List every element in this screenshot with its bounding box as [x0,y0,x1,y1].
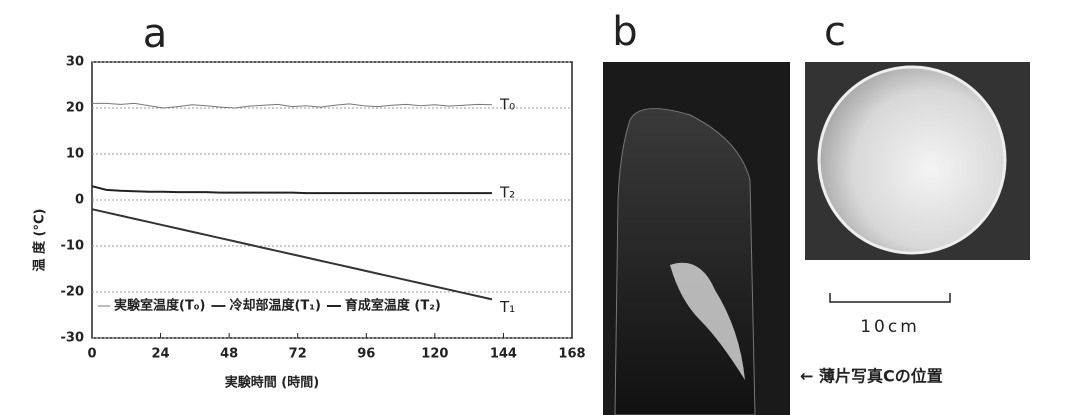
panel-label: a [143,11,168,57]
thin-section [817,65,1007,255]
series-line [91,208,493,301]
y-tick-label: -10 [61,239,85,254]
scale-label: 10cm [860,317,920,337]
series-end-label: T₀ [499,95,515,113]
series-line [91,185,492,195]
y-tick-label: 0 [75,193,84,208]
scale-bar [829,293,951,303]
arrow-note: ← 薄片写真Cの位置 [800,367,943,386]
x-axis-label: 実験時間 (時間) [225,375,319,391]
x-tick-label: 72 [289,347,307,362]
x-tick-label: 24 [152,347,170,362]
legend-label: 実験室温度(T₀) [114,298,205,314]
jar [614,108,756,415]
x-tick-label: 168 [558,347,585,362]
y-axis-label: 温 度 (°C) [32,209,48,272]
x-tick-label: 48 [220,347,238,362]
series-end-label: T₂ [499,184,515,202]
x-tick-label: 96 [357,347,375,362]
series-end-label: T₁ [499,298,515,316]
y-tick-label: 20 [66,101,84,116]
legend-label: 育成室温度 (T₂) [345,298,441,314]
ice-sample [670,262,745,380]
x-tick-label: 120 [421,347,448,362]
x-tick-label: 144 [490,347,517,362]
panel-label: b [612,9,637,55]
y-tick-label: -20 [61,285,85,300]
legend-label: 冷却部温度(T₁) [229,298,320,314]
y-tick-label: 30 [66,55,84,70]
y-tick-label: -30 [61,331,85,346]
y-tick-label: 10 [66,147,84,162]
panel-label: c [824,9,846,55]
series-line [92,102,493,109]
x-tick-label: 0 [87,347,96,362]
